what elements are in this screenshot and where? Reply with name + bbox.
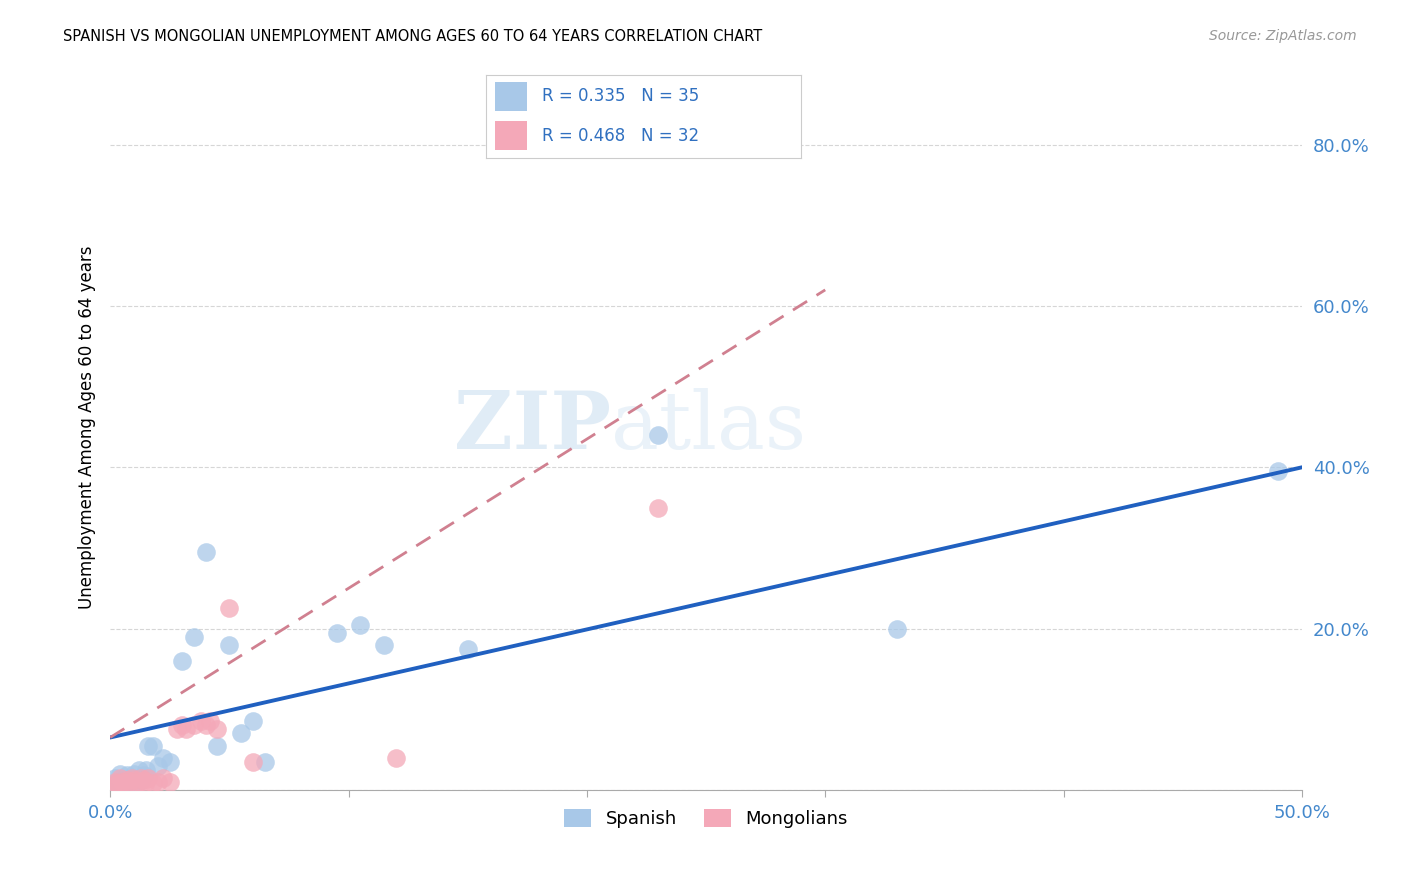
Point bbox=[108, 766, 131, 780]
Point bbox=[135, 775, 157, 789]
Point bbox=[135, 763, 157, 777]
Point bbox=[176, 723, 198, 737]
Point bbox=[385, 750, 408, 764]
Point bbox=[170, 718, 193, 732]
Point bbox=[457, 641, 479, 656]
Point bbox=[128, 775, 150, 789]
Legend: Spanish, Mongolians: Spanish, Mongolians bbox=[557, 802, 855, 835]
Point bbox=[349, 617, 371, 632]
Point bbox=[122, 766, 145, 780]
Point bbox=[125, 776, 148, 790]
Point bbox=[146, 758, 169, 772]
Point bbox=[114, 773, 136, 788]
Point bbox=[105, 775, 128, 789]
Point bbox=[218, 601, 240, 615]
Point bbox=[125, 776, 148, 790]
Point bbox=[104, 771, 127, 785]
Point bbox=[129, 773, 152, 788]
Point bbox=[132, 768, 155, 782]
Text: atlas: atlas bbox=[610, 388, 806, 466]
Point bbox=[105, 776, 128, 790]
Point bbox=[200, 714, 222, 729]
Point bbox=[207, 739, 229, 753]
Point bbox=[218, 638, 240, 652]
Text: Source: ZipAtlas.com: Source: ZipAtlas.com bbox=[1209, 29, 1357, 43]
Point bbox=[101, 779, 124, 793]
Point bbox=[108, 771, 131, 785]
Point bbox=[254, 755, 277, 769]
Point bbox=[242, 714, 264, 729]
Point bbox=[136, 739, 159, 753]
Point bbox=[647, 500, 669, 515]
Point bbox=[132, 773, 155, 788]
Point bbox=[183, 630, 205, 644]
Point bbox=[647, 428, 669, 442]
Point bbox=[101, 779, 124, 793]
Point bbox=[115, 768, 138, 782]
Point bbox=[183, 718, 205, 732]
Point bbox=[142, 776, 165, 790]
Text: ZIP: ZIP bbox=[454, 388, 610, 466]
Point bbox=[104, 775, 127, 789]
Point bbox=[159, 775, 181, 789]
Point bbox=[136, 771, 159, 785]
Text: SPANISH VS MONGOLIAN UNEMPLOYMENT AMONG AGES 60 TO 64 YEARS CORRELATION CHART: SPANISH VS MONGOLIAN UNEMPLOYMENT AMONG … bbox=[63, 29, 762, 44]
Point bbox=[886, 622, 908, 636]
Point bbox=[166, 723, 188, 737]
Point bbox=[194, 718, 217, 732]
Point bbox=[142, 739, 165, 753]
Point bbox=[114, 776, 136, 790]
Point bbox=[373, 638, 395, 652]
Point bbox=[118, 775, 141, 789]
Point bbox=[207, 723, 229, 737]
Point bbox=[129, 771, 152, 785]
Point bbox=[128, 763, 150, 777]
Point bbox=[231, 726, 253, 740]
Point bbox=[1267, 464, 1289, 478]
Point bbox=[121, 771, 143, 785]
Point bbox=[111, 775, 134, 789]
Point bbox=[121, 771, 143, 785]
Point bbox=[115, 773, 138, 788]
Point bbox=[159, 755, 181, 769]
Y-axis label: Unemployment Among Ages 60 to 64 years: Unemployment Among Ages 60 to 64 years bbox=[79, 245, 96, 608]
Point bbox=[122, 773, 145, 788]
Point bbox=[170, 654, 193, 668]
Point bbox=[190, 714, 212, 729]
Point bbox=[325, 625, 347, 640]
Point bbox=[242, 755, 264, 769]
Point bbox=[111, 776, 134, 790]
Point bbox=[152, 750, 174, 764]
Point bbox=[152, 771, 174, 785]
Point bbox=[194, 545, 217, 559]
Point bbox=[118, 775, 141, 789]
Point bbox=[146, 775, 169, 789]
